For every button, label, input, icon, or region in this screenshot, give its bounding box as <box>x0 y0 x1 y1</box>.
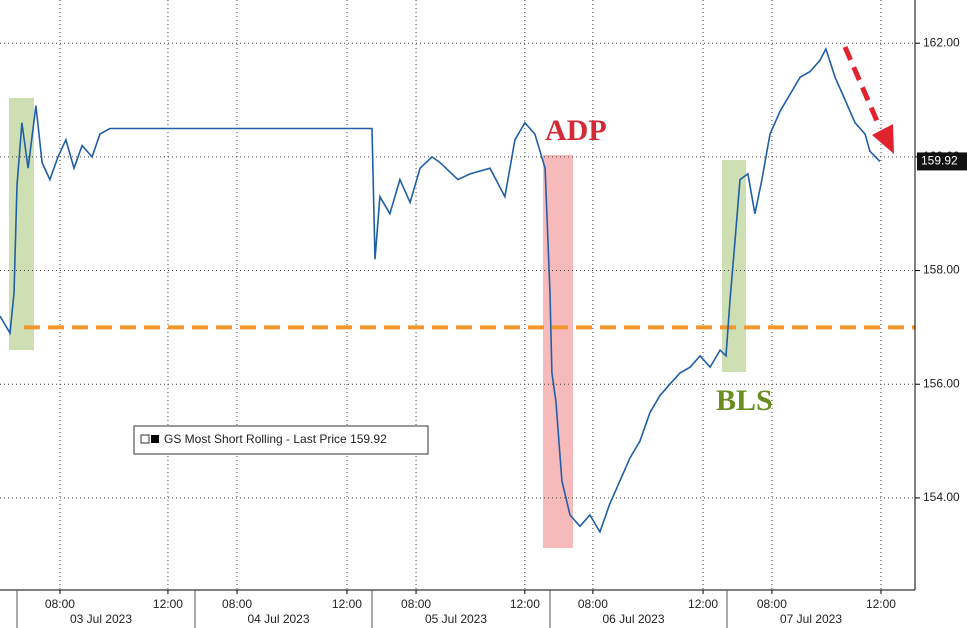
last-price-box <box>917 152 967 171</box>
x-tick-label: 12:00 <box>688 597 718 611</box>
x-tick-label: 08:00 <box>45 597 75 611</box>
x-tick-label: 08:00 <box>757 597 787 611</box>
arrow <box>842 46 894 154</box>
bls-highlight <box>722 160 746 372</box>
x-tick-label: 12:00 <box>332 597 362 611</box>
legend-swatch <box>140 434 150 444</box>
annotation: BLS <box>716 384 773 417</box>
x-tick-label: 08:00 <box>222 597 252 611</box>
legend-swatch <box>151 435 159 443</box>
x-tick-label: 12:00 <box>866 597 896 611</box>
x-tick-label: 08:00 <box>578 597 608 611</box>
x-tick-label: 12:00 <box>510 597 540 611</box>
date-label: 04 Jul 2023 <box>247 612 309 626</box>
date-label: 07 Jul 2023 <box>780 612 842 626</box>
y-tick-label: 154.00 <box>923 490 960 504</box>
date-label: 03 Jul 2023 <box>70 612 132 626</box>
legend-label: GS Most Short Rolling - Last Price 159.9… <box>164 432 387 446</box>
y-tick-label: 158.00 <box>923 263 960 277</box>
legend <box>133 425 429 455</box>
y-tick-label: 156.00 <box>923 376 960 390</box>
x-tick-label: 08:00 <box>401 597 431 611</box>
date-label: 05 Jul 2023 <box>425 612 487 626</box>
price-line <box>0 46 881 534</box>
last-price-label: 159.92 <box>921 154 958 168</box>
y-tick-label: 162.00 <box>923 35 960 49</box>
x-tick-label: 12:00 <box>153 597 183 611</box>
annotation: ADP <box>545 114 607 147</box>
adp-highlight <box>543 155 573 548</box>
date-label: 06 Jul 2023 <box>602 612 664 626</box>
